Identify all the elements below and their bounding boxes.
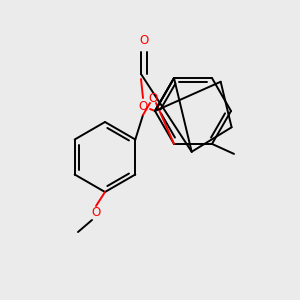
Text: O: O [138,100,148,112]
Text: O: O [92,206,100,220]
Text: O: O [140,34,148,47]
Text: O: O [148,92,158,104]
